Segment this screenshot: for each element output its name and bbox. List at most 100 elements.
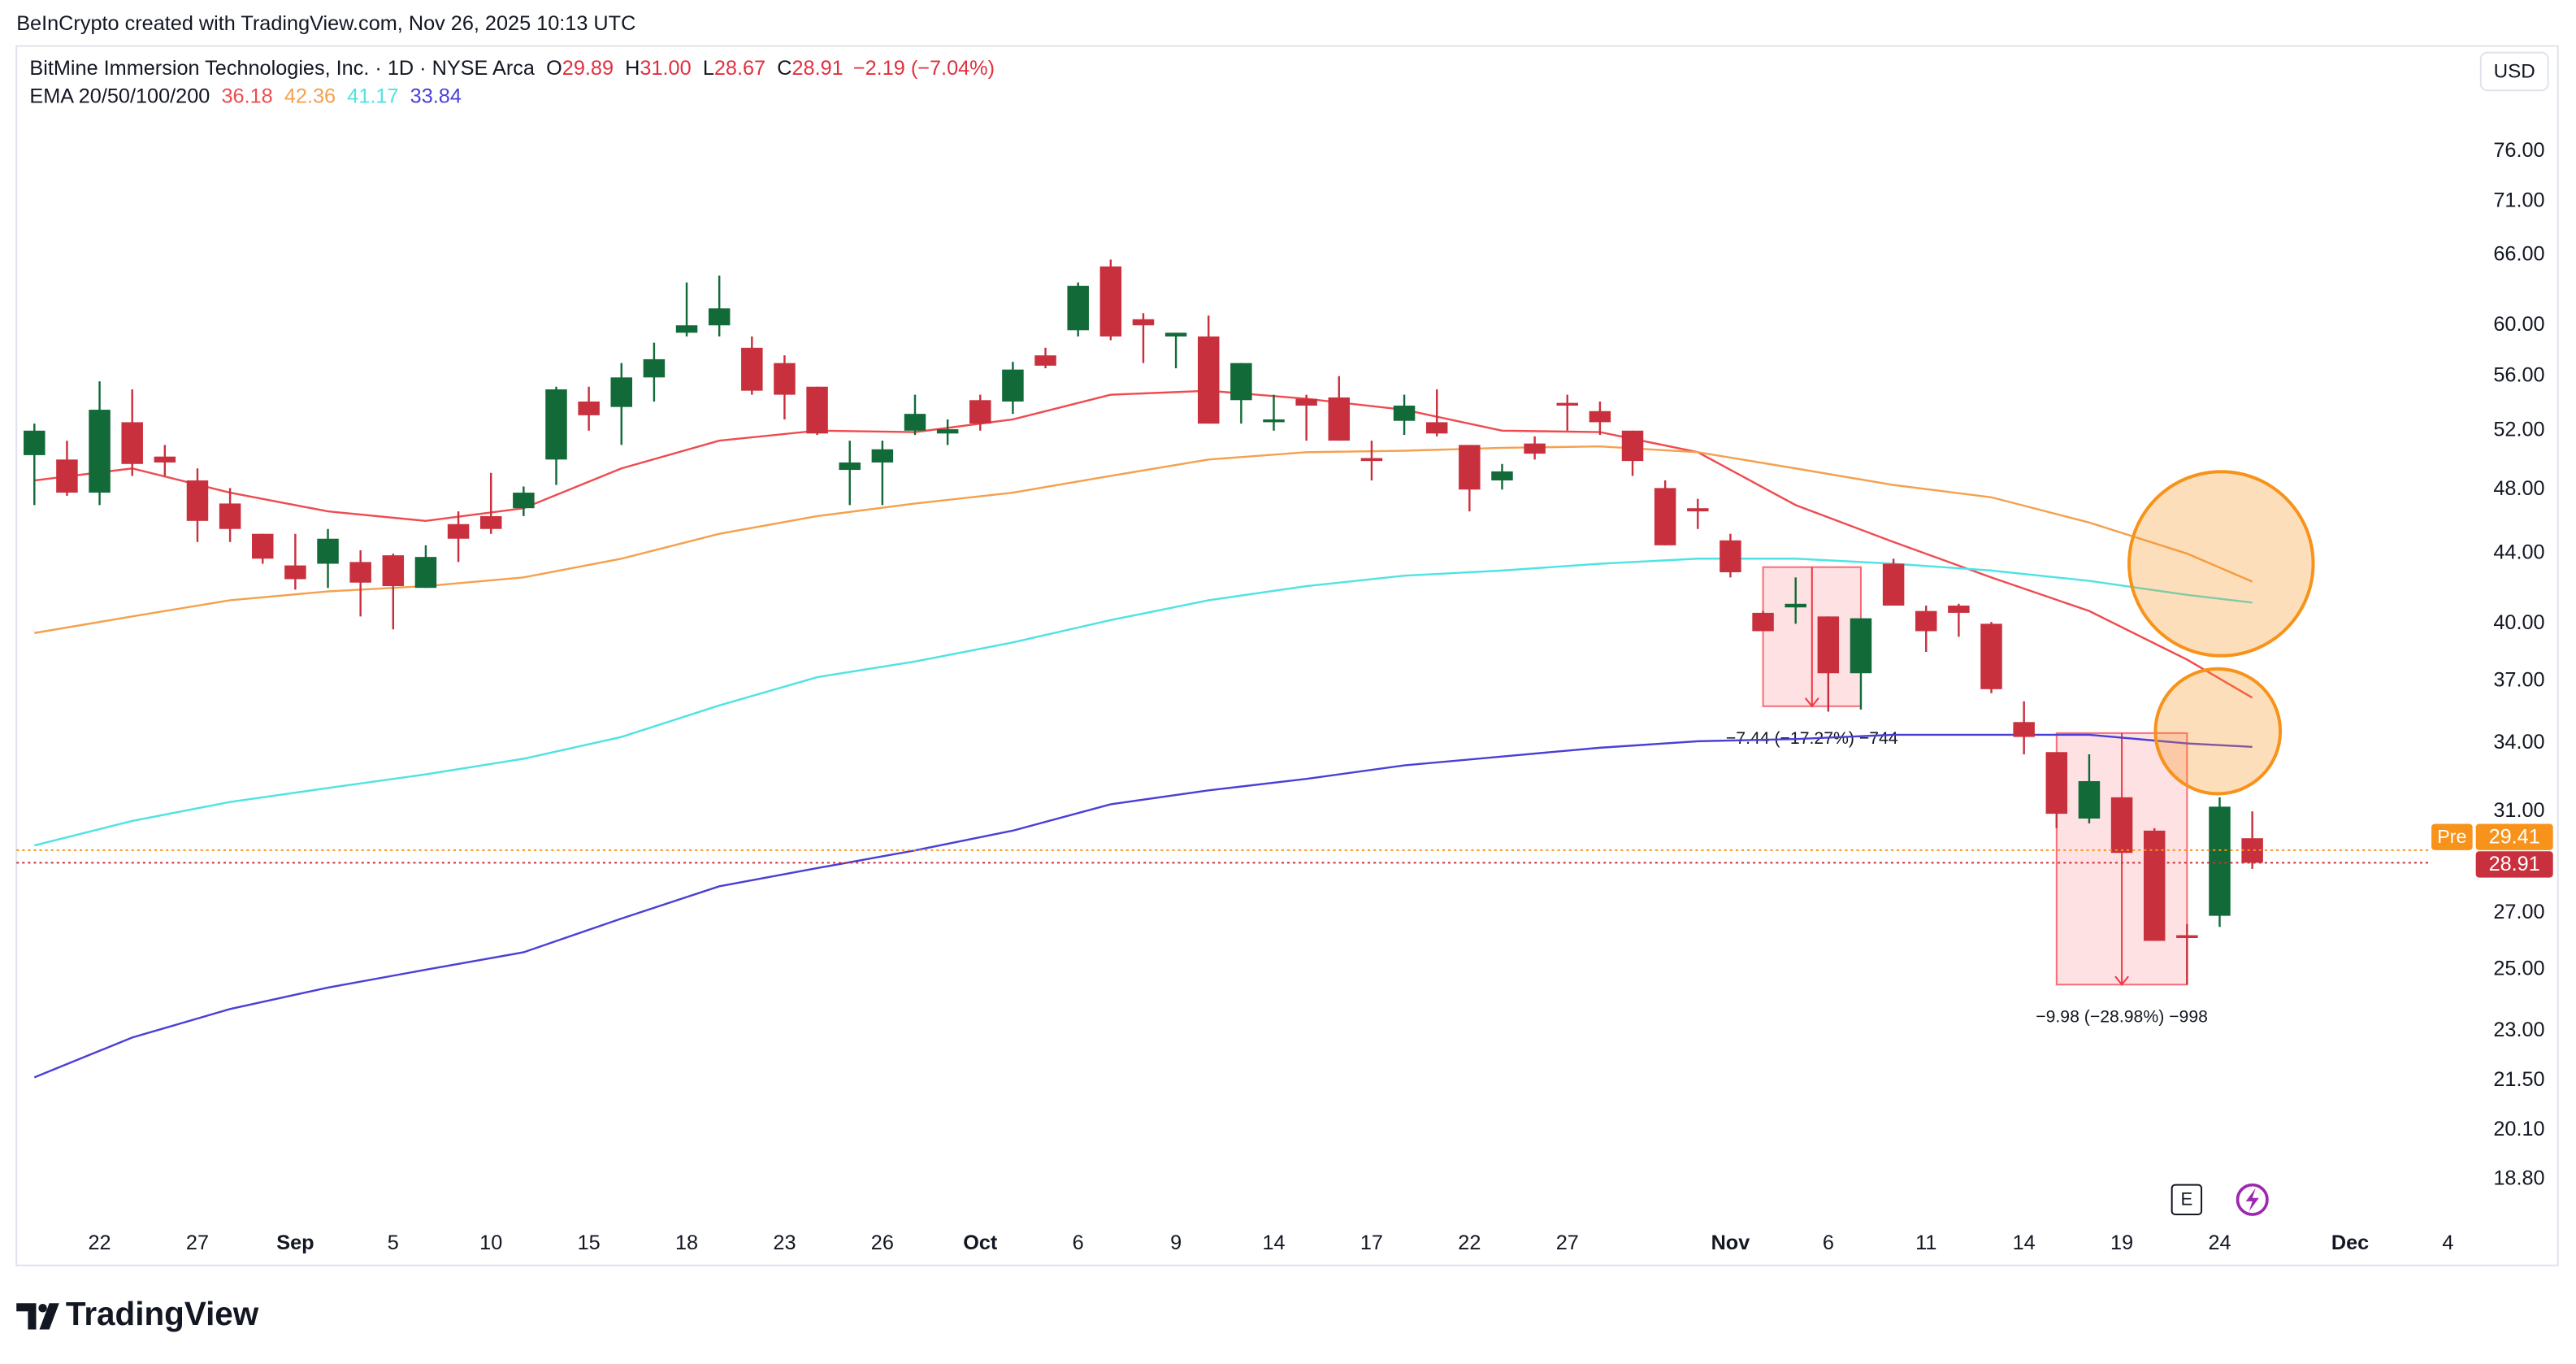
price-badge-tag [2431, 823, 2473, 850]
price-badge [2475, 851, 2553, 878]
candle-body [578, 401, 600, 415]
ohlc-value: 28.91 [792, 57, 843, 80]
candle-body [1882, 563, 1905, 606]
y-tick-label: 34.00 [2493, 731, 2544, 754]
candle-body [969, 400, 991, 424]
symbol-name: BitMine Immersion Technologies, Inc. · 1… [29, 57, 536, 80]
candle-body [774, 363, 796, 395]
candle-body [513, 493, 535, 509]
currency-button[interactable] [2479, 51, 2549, 92]
candle-body [1034, 355, 1056, 366]
price-change: −2.19 (−7.04%) [853, 57, 995, 80]
candle-body [1132, 319, 1155, 326]
ohlc-key: C [777, 57, 791, 80]
candle-body [24, 430, 46, 455]
candle-body [904, 414, 926, 431]
candle-body [1817, 616, 1840, 674]
candle-body [2110, 797, 2133, 854]
ohlc-key: H [625, 57, 640, 80]
candle-body [545, 389, 567, 460]
y-tick-label: 60.00 [2493, 313, 2544, 336]
candle-body [1980, 623, 2002, 689]
candle-body [1785, 603, 1806, 608]
currency-label[interactable]: USD [2494, 60, 2535, 82]
x-tick-label: Oct [963, 1232, 998, 1254]
x-tick-label: 14 [1262, 1232, 1285, 1254]
chart-frame [15, 45, 2559, 1266]
candle-body [349, 562, 371, 583]
x-tick-label: 6 [1073, 1232, 1084, 1254]
x-tick-label: 15 [578, 1232, 601, 1254]
dividend-bolt [2245, 1188, 2259, 1211]
indicator-value: 36.18 [221, 85, 272, 107]
candle-body [414, 557, 437, 589]
candle-body [219, 503, 241, 529]
candle-body [1589, 411, 1611, 423]
candle-body [2045, 752, 2068, 814]
indicator-value: 42.36 [284, 85, 336, 107]
ohlc-value: 29.89 [562, 57, 614, 80]
candle-body [1948, 606, 1970, 613]
y-tick-label: 20.10 [2493, 1118, 2544, 1140]
ema-line [33, 733, 2253, 1079]
price-badge-value: 28.91 [2489, 853, 2540, 875]
candle-body [1002, 369, 1024, 402]
x-tick-label: 6 [1823, 1232, 1834, 1254]
ohlc-key: O [546, 57, 562, 80]
price-badge-value: 29.41 [2489, 825, 2540, 848]
candle-body [1752, 612, 1774, 632]
ema-line [34, 389, 2253, 699]
candle-body [2176, 935, 2198, 938]
candle-body [1393, 405, 1416, 421]
x-tick-label: 9 [1170, 1232, 1182, 1254]
indicator-value: 41.17 [347, 85, 398, 107]
symbol-line: BitMine Immersion Technologies, Inc. · 1… [29, 57, 995, 80]
candle-body [741, 347, 763, 391]
candle-body [479, 515, 502, 529]
y-tick-label: 25.00 [2493, 958, 2544, 980]
watermark: BeInCrypto created with TradingView.com,… [16, 12, 635, 35]
measure-label: −9.98 (−28.98%) −998 [2036, 1007, 2208, 1026]
candle-body [2209, 806, 2231, 916]
candle-body [1425, 422, 1448, 434]
price-badge [2475, 823, 2553, 850]
candle-body [2143, 830, 2166, 941]
y-tick-label: 52.00 [2493, 418, 2544, 441]
candle-body [871, 449, 894, 463]
candle-body [1459, 445, 1481, 490]
logo-shape [38, 1304, 47, 1313]
ohlc-value: 28.67 [714, 57, 765, 80]
x-tick-label: 27 [1556, 1232, 1579, 1254]
y-tick-label: 21.50 [2493, 1068, 2544, 1091]
y-tick-label: 66.00 [2493, 243, 2544, 266]
candle-body [1524, 443, 1546, 454]
candle-body [1491, 471, 1513, 481]
y-tick-label: 27.00 [2493, 901, 2544, 923]
candle-body [1328, 397, 1351, 441]
ema-line [33, 558, 2253, 847]
x-tick-label: 22 [89, 1232, 111, 1254]
candle-body [2078, 780, 2101, 819]
candle-body [1360, 458, 1383, 462]
y-tick-label: 23.00 [2493, 1019, 2544, 1041]
candle-body [2013, 722, 2035, 737]
ohlc-key: L [703, 57, 714, 80]
y-tick-label: 48.00 [2493, 477, 2544, 500]
earnings-icon[interactable] [2171, 1184, 2203, 1216]
candle-body [1230, 363, 1252, 401]
earnings-icon-label[interactable]: E [2180, 1189, 2192, 1210]
candle-body [317, 538, 339, 564]
candle-body [252, 533, 274, 559]
plot-area: −7.44 (−17.27%) −744−9.98 (−28.98%) −998 [16, 259, 2429, 1079]
candle-body [1654, 488, 1676, 545]
candle-body [121, 422, 143, 464]
candle-body [1687, 508, 1709, 512]
candle-body [610, 377, 633, 407]
highlight-circle [2153, 667, 2283, 796]
indicator-value: 33.84 [410, 85, 462, 107]
x-tick-label: 27 [186, 1232, 209, 1254]
candle-body [1164, 332, 1187, 337]
logo-shape [39, 1303, 59, 1330]
